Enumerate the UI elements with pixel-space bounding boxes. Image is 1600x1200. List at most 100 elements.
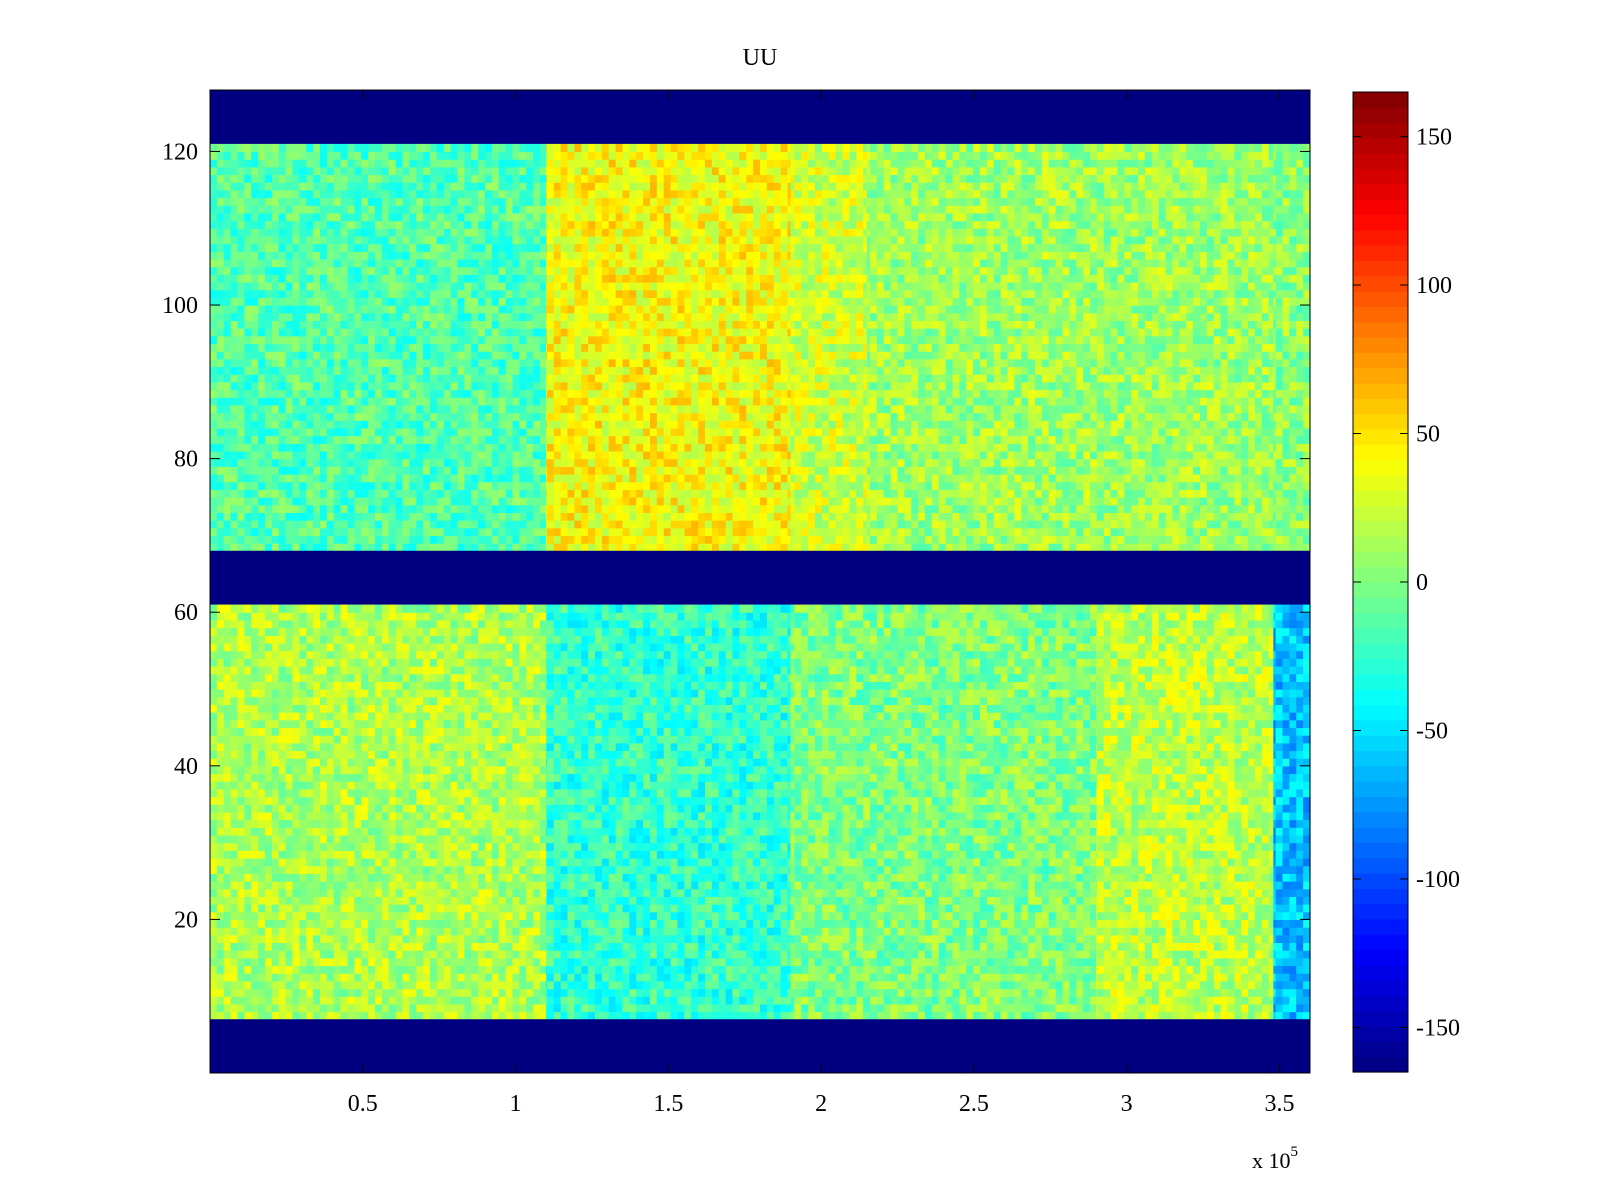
heatmap-cell	[567, 220, 575, 229]
heatmap-cell	[368, 251, 376, 260]
heatmap-cell	[801, 520, 809, 529]
heatmap-cell	[601, 266, 610, 275]
heatmap-cell	[326, 489, 335, 498]
heatmap-cell	[271, 143, 280, 153]
heatmap-cell	[230, 466, 239, 475]
heatmap-cell	[636, 281, 644, 291]
heatmap-cell	[725, 412, 734, 421]
heatmap-cell	[650, 143, 658, 153]
heatmap-cell	[265, 535, 273, 544]
heatmap-cell	[326, 443, 335, 452]
heatmap-cell	[251, 143, 259, 153]
heatmap-cell	[395, 212, 404, 222]
heatmap-cell	[794, 312, 802, 321]
heatmap-cell	[409, 235, 417, 245]
heatmap-cell	[801, 343, 809, 352]
heatmap-cell	[828, 435, 837, 444]
heatmap-cell	[340, 320, 349, 329]
heatmap-cell	[498, 466, 507, 475]
heatmap-cell	[650, 527, 658, 537]
heatmap-cell	[409, 381, 417, 391]
heatmap-cell	[416, 389, 424, 398]
heatmap-cell	[705, 489, 713, 498]
heatmap-cell	[863, 397, 868, 406]
heatmap-cell	[313, 397, 321, 406]
heatmap-cell	[416, 489, 424, 498]
heatmap-cell	[478, 450, 486, 460]
heatmap-cell	[402, 289, 410, 298]
heatmap-cell	[368, 389, 376, 398]
heatmap-cell	[643, 404, 651, 414]
heatmap-cell	[732, 458, 740, 467]
heatmap-cell	[828, 381, 837, 391]
heatmap-cell	[292, 166, 300, 176]
heatmap-cell	[780, 427, 789, 437]
heatmap-cell	[457, 489, 465, 498]
heatmap-cell	[354, 351, 362, 360]
heatmap-cell	[443, 543, 452, 552]
heatmap-cell	[622, 358, 630, 368]
heatmap-cell	[485, 389, 493, 398]
heatmap-cell	[450, 497, 459, 506]
heatmap-cell	[760, 335, 768, 345]
heatmap-cell	[705, 512, 713, 521]
heatmap-cell	[656, 535, 665, 544]
heatmap-cell	[746, 527, 754, 537]
heatmap-cell	[306, 305, 314, 314]
heatmap-cell	[375, 427, 383, 437]
heatmap-cell	[320, 182, 328, 191]
heatmap-cell	[333, 389, 342, 398]
heatmap-cell	[347, 281, 355, 291]
heatmap-cell	[787, 251, 792, 260]
heatmap-cell	[808, 404, 816, 414]
heatmap-cell	[760, 343, 768, 352]
heatmap-cell	[540, 281, 547, 291]
heatmap-cell	[498, 520, 507, 529]
heatmap-cell	[333, 143, 342, 153]
heatmap-cell	[677, 174, 685, 183]
heatmap-cell	[863, 435, 868, 444]
heatmap-cell	[505, 151, 514, 160]
heatmap-cell	[849, 489, 857, 498]
heatmap-cell	[705, 450, 713, 460]
heatmap-cell	[732, 297, 740, 306]
heatmap-cell	[230, 228, 239, 237]
heatmap-cell	[801, 458, 809, 467]
heatmap-cell	[546, 274, 555, 283]
heatmap-cell	[718, 212, 727, 222]
heatmap-cell	[251, 389, 259, 398]
heatmap-cell	[491, 243, 500, 252]
heatmap-cell	[313, 289, 321, 298]
heatmap-cell	[258, 458, 266, 467]
heatmap-cell	[753, 412, 761, 421]
heatmap-cell	[698, 397, 706, 406]
heatmap-cell	[629, 543, 637, 552]
heatmap-cell	[842, 527, 850, 537]
heatmap-cell	[698, 527, 706, 537]
heatmap-cell	[656, 182, 665, 191]
heatmap-cell	[773, 320, 782, 329]
heatmap-cell	[560, 159, 569, 168]
heatmap-cell	[773, 243, 782, 252]
heatmap-cell	[292, 366, 300, 375]
heatmap-cell	[436, 504, 445, 513]
heatmap-cell	[849, 343, 857, 352]
heatmap-cell	[512, 174, 520, 183]
heatmap-cell	[416, 235, 424, 245]
heatmap-cell	[230, 420, 239, 429]
heatmap-cell	[540, 343, 547, 352]
heatmap-cell	[258, 520, 266, 529]
heatmap-cell	[285, 228, 294, 237]
heatmap-cell	[794, 420, 802, 429]
heatmap-cell	[677, 374, 685, 383]
heatmap-cell	[808, 320, 816, 329]
heatmap-cell	[340, 389, 349, 398]
heatmap-cell	[780, 458, 789, 467]
heatmap-cell	[629, 351, 637, 360]
heatmap-cell	[643, 159, 651, 168]
heatmap-cell	[478, 143, 486, 153]
heatmap-cell	[381, 381, 390, 391]
heatmap-cell	[306, 182, 314, 191]
heatmap-cell	[560, 205, 569, 214]
heatmap-cell	[546, 543, 555, 552]
